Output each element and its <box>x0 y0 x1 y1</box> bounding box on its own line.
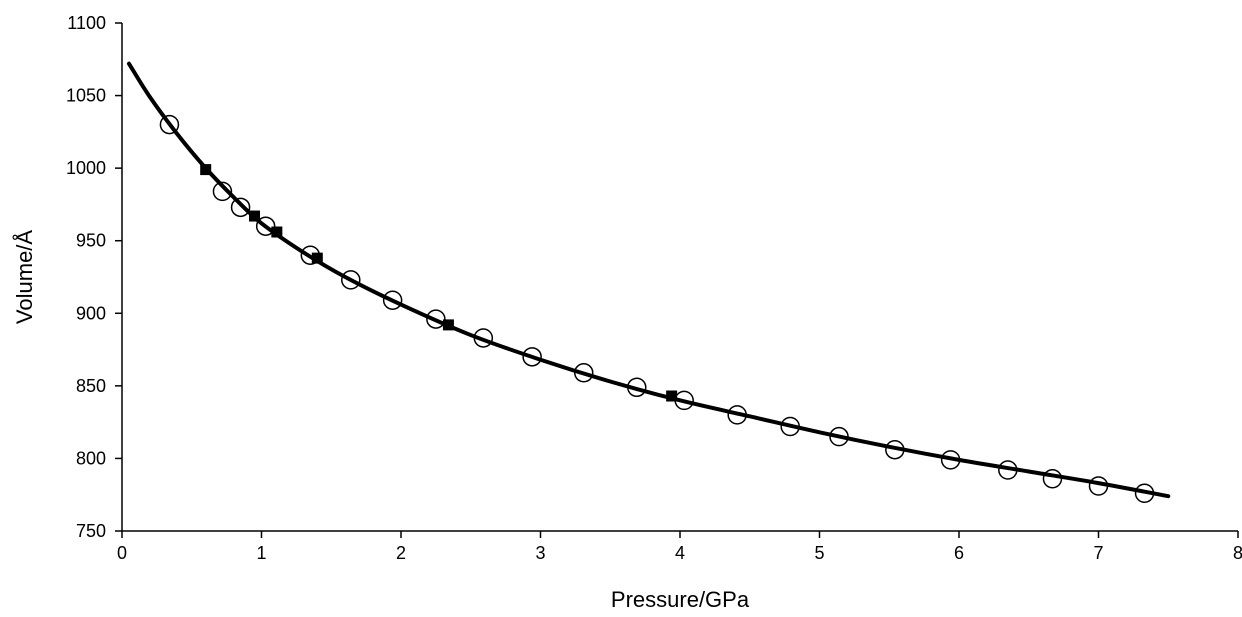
data-point-square <box>200 164 212 176</box>
data-point-circle <box>426 309 446 329</box>
plot-area: 0 1 2 3 4 5 6 7 8 750 800 850 900 950 1000 1050 1100 <box>66 13 1242 563</box>
y-tick-label: 850 <box>76 376 106 396</box>
data-point-circle <box>940 450 961 470</box>
data-point-circle <box>573 363 594 383</box>
data-point-square <box>271 226 283 238</box>
data-point-circle <box>1088 476 1109 496</box>
x-tick-label: 6 <box>954 543 964 563</box>
data-point-circle <box>212 181 233 202</box>
y-tick-label: 1000 <box>66 158 106 178</box>
x-tick-label: 8 <box>1233 543 1242 563</box>
data-point-circle <box>382 290 403 310</box>
data-point-square <box>442 319 454 331</box>
x-tick-label: 0 <box>117 543 127 563</box>
y-tick-label: 1100 <box>67 13 106 33</box>
x-tick-label: 2 <box>396 543 406 563</box>
data-point-circle <box>885 439 905 460</box>
data-point-circle <box>230 197 251 218</box>
x-tick-label: 7 <box>1093 543 1103 563</box>
data-point-circle <box>998 460 1018 480</box>
x-axis-ticks: 0 1 2 3 4 5 6 7 8 <box>117 531 1242 563</box>
data-point-circle <box>341 270 361 290</box>
data-point-circle <box>780 416 800 437</box>
data-point-circle <box>473 328 494 348</box>
y-tick-label: 750 <box>76 521 106 541</box>
data-point-circle <box>1042 468 1063 489</box>
series-layer <box>126 61 1171 504</box>
y-tick-label: 950 <box>76 231 106 251</box>
data-point-circle <box>627 377 647 398</box>
y-tick-label: 800 <box>76 448 106 468</box>
data-point-square <box>311 252 323 264</box>
x-axis-title: Pressure/GPa <box>611 587 750 612</box>
data-point-circle <box>159 114 180 135</box>
x-tick-label: 3 <box>535 543 545 563</box>
data-point-square <box>249 210 261 222</box>
y-tick-label: 1050 <box>66 86 106 106</box>
data-point-circle <box>829 426 849 447</box>
x-tick-label: 5 <box>814 543 824 563</box>
y-axis-ticks: 750 800 850 900 950 1000 1050 1100 <box>66 13 122 541</box>
y-axis-title: Volume/Å <box>12 230 37 324</box>
data-point-circle <box>727 405 747 425</box>
data-point-square <box>666 390 678 402</box>
x-tick-label: 1 <box>256 543 266 563</box>
y-tick-label: 900 <box>76 303 106 323</box>
data-point-circle <box>522 347 542 367</box>
data-point-circle <box>1134 483 1155 504</box>
x-tick-label: 4 <box>675 543 685 563</box>
data-point-circle <box>255 216 276 236</box>
